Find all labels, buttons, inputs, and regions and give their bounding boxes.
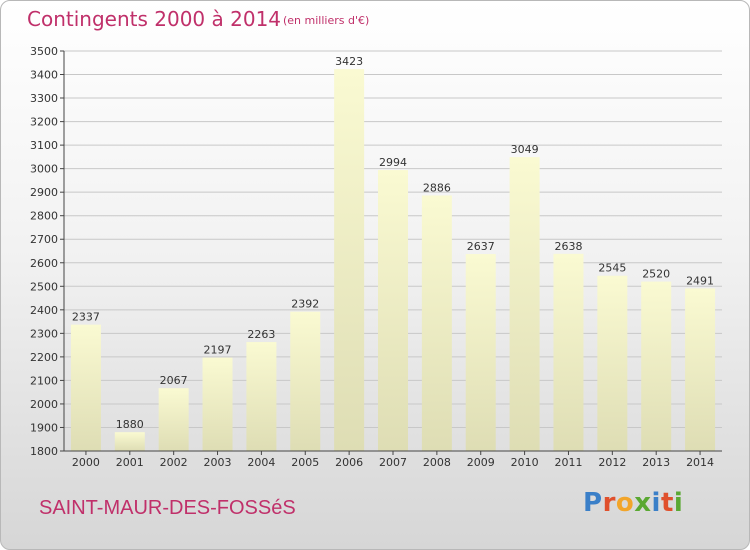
bar bbox=[509, 157, 540, 451]
x-tick-label: 2001 bbox=[116, 456, 144, 469]
x-tick-label: 2007 bbox=[379, 456, 407, 469]
data-label: 2886 bbox=[423, 181, 451, 194]
y-tick-label: 2200 bbox=[30, 351, 58, 364]
x-tick-label: 2005 bbox=[291, 456, 319, 469]
data-label: 1880 bbox=[116, 418, 144, 431]
y-tick-label: 2100 bbox=[30, 374, 58, 387]
city-name: SAINT-MAUR-DES-FOSSéS bbox=[39, 497, 296, 519]
data-label: 2337 bbox=[72, 311, 100, 324]
data-label: 2392 bbox=[291, 298, 319, 311]
logo-letter: i bbox=[651, 488, 661, 518]
x-tick-label: 2008 bbox=[423, 456, 451, 469]
logo-letter: o bbox=[615, 488, 635, 518]
x-tick-label: 2012 bbox=[598, 456, 626, 469]
data-label: 2545 bbox=[598, 262, 626, 275]
bar bbox=[553, 253, 584, 451]
x-tick-label: 2011 bbox=[554, 456, 582, 469]
data-label: 2520 bbox=[642, 268, 670, 281]
bar bbox=[70, 324, 101, 451]
logo-letter: t bbox=[660, 488, 674, 518]
bar bbox=[378, 170, 408, 451]
bar bbox=[114, 432, 145, 451]
logo-letter: P bbox=[583, 488, 603, 518]
bar bbox=[202, 357, 233, 451]
logo-letter: i bbox=[673, 488, 684, 518]
y-tick-label: 2500 bbox=[30, 280, 58, 293]
bar bbox=[685, 288, 716, 451]
chart-title: Contingents 2000 à 2014 bbox=[27, 7, 282, 31]
y-tick-label: 2400 bbox=[30, 304, 58, 317]
bar bbox=[421, 195, 452, 451]
bar bbox=[641, 281, 672, 451]
y-tick-label: 3500 bbox=[30, 45, 58, 58]
x-tick-label: 2006 bbox=[335, 456, 363, 469]
y-tick-label: 3400 bbox=[30, 69, 58, 82]
bar bbox=[290, 311, 321, 451]
data-label: 2067 bbox=[160, 374, 188, 387]
data-label: 2197 bbox=[204, 344, 232, 357]
y-tick-label: 3100 bbox=[30, 139, 58, 152]
y-tick-label: 1800 bbox=[30, 445, 58, 458]
bar bbox=[334, 69, 365, 451]
y-tick-label: 2600 bbox=[30, 257, 58, 270]
proxiti-logo: Proxiti bbox=[583, 488, 683, 518]
x-tick-label: 2003 bbox=[204, 456, 232, 469]
data-label: 2994 bbox=[379, 156, 407, 169]
bar bbox=[246, 342, 277, 451]
y-tick-label: 2000 bbox=[30, 398, 58, 411]
bar bbox=[465, 254, 496, 451]
data-label: 2491 bbox=[686, 274, 714, 287]
x-tick-label: 2014 bbox=[686, 456, 714, 469]
axes: 1800 1900 2000 2100 2200 2300 2400 2500 2600 2700… bbox=[30, 45, 722, 469]
y-tick-label: 2300 bbox=[30, 327, 58, 340]
data-labels: 2337 1880 2067 2197 2263 2392 3423 2994 2886 2637… bbox=[72, 55, 714, 431]
y-tick-label: 2800 bbox=[30, 210, 58, 223]
data-label: 3423 bbox=[335, 55, 363, 68]
y-tick-label: 3300 bbox=[30, 92, 58, 105]
x-tick-label: 2009 bbox=[467, 456, 495, 469]
x-tick-label: 2004 bbox=[247, 456, 275, 469]
data-label: 2637 bbox=[467, 240, 495, 253]
y-tick-label: 2900 bbox=[30, 186, 58, 199]
logo-letter: r bbox=[602, 488, 616, 518]
data-label: 2263 bbox=[247, 328, 275, 341]
x-tick-label: 2010 bbox=[511, 456, 539, 469]
y-tick-label: 3200 bbox=[30, 116, 58, 129]
y-tick-label: 3000 bbox=[30, 163, 58, 176]
x-tick-label: 2000 bbox=[72, 456, 100, 469]
chart-subtitle: (en milliers d'€) bbox=[283, 14, 370, 27]
x-tick-label: 2002 bbox=[160, 456, 188, 469]
x-tick-label: 2013 bbox=[642, 456, 670, 469]
bar bbox=[158, 388, 189, 451]
y-tick-label: 1900 bbox=[30, 421, 58, 434]
logo-letter: x bbox=[634, 488, 652, 518]
data-label: 2638 bbox=[554, 240, 582, 253]
bar bbox=[597, 275, 628, 451]
bars bbox=[70, 69, 716, 451]
y-tick-label: 2700 bbox=[30, 233, 58, 246]
data-label: 3049 bbox=[511, 143, 539, 156]
